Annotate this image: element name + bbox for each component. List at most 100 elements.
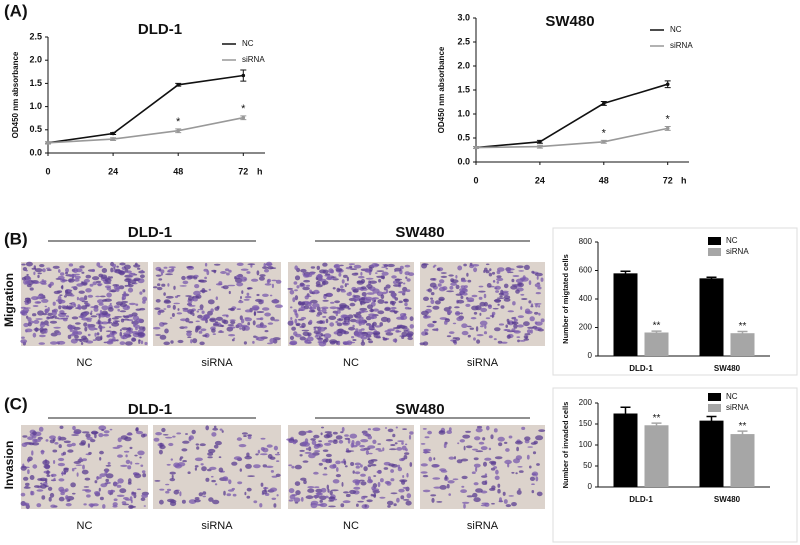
point: [602, 101, 606, 106]
stained-cell: [403, 298, 408, 302]
stained-cell: [37, 436, 43, 440]
error-bar: [620, 270, 631, 276]
stained-cell: [348, 263, 356, 265]
y-tick-label: 400: [579, 294, 593, 303]
stained-cell: [322, 280, 329, 285]
stained-cell: [159, 499, 164, 505]
stained-cell: [294, 481, 301, 486]
stained-cell: [53, 460, 56, 464]
stained-cell: [197, 314, 203, 319]
stained-cell: [336, 467, 339, 472]
stained-cell: [127, 287, 134, 293]
stained-cell: [214, 483, 218, 486]
stained-cell: [187, 336, 192, 339]
stained-cell: [101, 321, 109, 325]
stained-cell: [332, 463, 337, 469]
stained-cell: [328, 505, 336, 508]
stained-cell: [27, 469, 30, 475]
stained-cell: [493, 466, 498, 469]
stained-cell: [111, 317, 119, 320]
stained-cell: [348, 291, 352, 294]
x-tick-label: 0: [473, 175, 478, 185]
stained-cell: [440, 470, 448, 473]
stained-cell: [405, 500, 412, 506]
stained-cell: [247, 435, 252, 440]
stained-cell: [322, 269, 329, 274]
stained-cell: [269, 487, 278, 492]
stained-cell: [338, 318, 341, 321]
stained-cell: [308, 306, 317, 310]
stained-cell: [439, 279, 445, 284]
stained-cell: [85, 304, 90, 307]
stained-cell: [357, 500, 364, 503]
stained-cell: [82, 464, 85, 470]
stained-cell: [243, 435, 247, 437]
stained-cell: [530, 329, 533, 334]
stained-cell: [444, 475, 448, 480]
stained-cell: [502, 491, 506, 496]
stained-cell: [52, 301, 56, 306]
stained-cell: [85, 317, 93, 321]
stained-cell: [396, 497, 400, 503]
stained-cell: [159, 334, 167, 340]
x-tick-label: DLD-1: [629, 364, 653, 373]
stained-cell: [131, 312, 138, 317]
stained-cell: [277, 452, 280, 454]
stained-cell: [34, 268, 43, 273]
stained-cell: [329, 322, 335, 327]
stained-cell: [294, 464, 302, 470]
bar: [613, 413, 638, 487]
stained-cell: [136, 488, 142, 491]
stained-cell: [540, 318, 545, 323]
stained-cell: [210, 475, 214, 478]
stained-cell: [473, 497, 481, 503]
stained-cell: [273, 298, 278, 304]
stained-cell: [76, 283, 84, 287]
stained-cell: [140, 340, 144, 345]
stained-cell: [331, 489, 339, 492]
stained-cell: [223, 490, 226, 496]
stained-cell: [434, 300, 441, 305]
stained-cell: [125, 454, 128, 458]
stained-cell: [39, 477, 47, 482]
stained-cell: [308, 446, 312, 452]
stained-cell: [465, 445, 473, 449]
stained-cell: [124, 278, 131, 283]
stained-cell: [343, 330, 347, 334]
stained-cell: [131, 492, 137, 495]
stained-cell: [130, 461, 133, 465]
stained-cell: [536, 463, 540, 466]
stained-cell: [390, 478, 395, 482]
stained-cell: [162, 434, 169, 436]
stained-cell: [84, 326, 88, 332]
stained-cell: [159, 488, 165, 491]
stained-cell: [26, 298, 32, 304]
stained-cell: [430, 494, 437, 497]
stained-cell: [518, 270, 525, 272]
stained-cell: [321, 306, 329, 310]
stained-cell: [322, 299, 329, 302]
stained-cell: [75, 338, 82, 341]
stained-cell: [76, 472, 79, 477]
stained-cell: [358, 479, 365, 482]
stained-cell: [473, 267, 478, 273]
series-line: [475, 83, 668, 149]
x-tick-label: 48: [599, 175, 609, 185]
stained-cell: [20, 492, 26, 497]
x-tick-label: 24: [535, 175, 545, 185]
stained-cell: [25, 261, 33, 267]
y-tick-label: 2.0: [29, 55, 42, 65]
stained-cell: [310, 266, 316, 269]
stained-cell: [66, 499, 71, 502]
stained-cell: [89, 312, 93, 315]
stained-cell: [208, 497, 214, 502]
stained-cell: [374, 272, 378, 274]
stained-cell: [479, 320, 488, 326]
stained-cell: [116, 339, 119, 342]
stained-cell: [454, 311, 461, 316]
stained-cell: [436, 501, 443, 503]
stained-cell: [37, 294, 44, 300]
stained-cell: [119, 302, 128, 307]
stained-cell: [37, 272, 42, 275]
stained-cell: [424, 332, 429, 336]
